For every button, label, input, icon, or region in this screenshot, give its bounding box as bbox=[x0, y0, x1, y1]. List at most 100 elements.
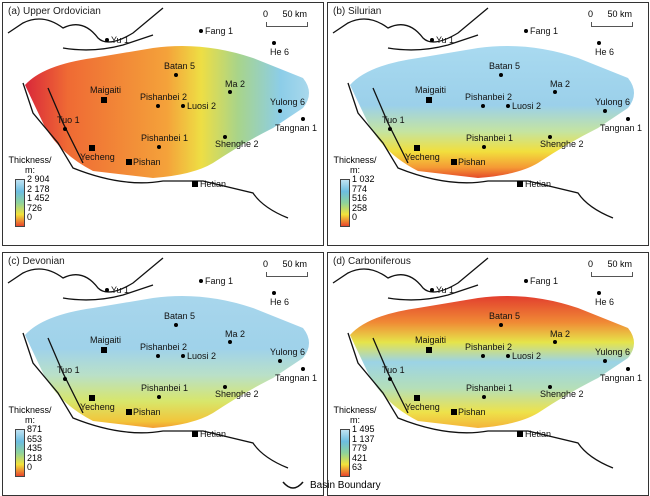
scale-zero: 0 bbox=[588, 9, 594, 19]
city-marker bbox=[126, 159, 132, 165]
well-marker bbox=[301, 117, 305, 121]
scale-zero: 0 bbox=[263, 9, 269, 19]
well-marker bbox=[482, 145, 486, 149]
well-marker bbox=[597, 291, 601, 295]
well-marker bbox=[156, 104, 160, 108]
legend-value: 218 bbox=[27, 452, 43, 463]
city-marker bbox=[426, 97, 432, 103]
thickness-legend: Thickness/ m: 1 495 1 137 779 421 63 bbox=[332, 405, 402, 491]
well-marker bbox=[228, 90, 232, 94]
city-marker bbox=[517, 431, 523, 437]
city-marker bbox=[451, 409, 457, 415]
city-label: Pishan bbox=[133, 407, 161, 417]
well-marker bbox=[156, 354, 160, 358]
well-marker bbox=[524, 279, 528, 283]
scale-bar: 0 50 km bbox=[588, 259, 638, 277]
legend-value: 1 452 bbox=[27, 193, 50, 203]
well-label: Shenghe 2 bbox=[215, 389, 259, 399]
well-label: Batan 5 bbox=[164, 61, 196, 71]
panel-title: (b) Silurian bbox=[333, 6, 382, 17]
panel-title: (c) Devonian bbox=[8, 256, 65, 267]
well-label: Pishanbei 1 bbox=[466, 383, 514, 393]
city-marker bbox=[414, 145, 420, 151]
thickness-surface bbox=[350, 295, 634, 428]
thickness-surface bbox=[350, 45, 634, 179]
well-label: Tangnan 1 bbox=[600, 123, 643, 133]
well-label: Yulong 6 bbox=[595, 347, 631, 357]
well-label: He 6 bbox=[595, 297, 615, 307]
well-marker bbox=[548, 385, 552, 389]
well-label: Pishanbei 2 bbox=[465, 92, 513, 102]
well-marker bbox=[199, 29, 203, 33]
city-marker bbox=[414, 395, 420, 401]
well-marker bbox=[301, 367, 305, 371]
thickness-map bbox=[332, 257, 634, 469]
city-label: Maigaiti bbox=[90, 335, 122, 345]
thickness-surface bbox=[25, 45, 309, 179]
well-label: Shenghe 2 bbox=[540, 389, 584, 399]
city-marker bbox=[426, 347, 432, 353]
scale-label: 50 km bbox=[282, 259, 308, 269]
well-marker bbox=[388, 127, 392, 131]
city-label: Hetian bbox=[200, 179, 227, 189]
city-label: Yecheng bbox=[405, 152, 440, 162]
scale-label: 50 km bbox=[607, 9, 633, 19]
well-marker bbox=[63, 127, 67, 131]
well-marker bbox=[388, 377, 392, 381]
legend-value: 2 904 bbox=[27, 174, 50, 184]
well-marker bbox=[105, 288, 109, 292]
well-label: Fang 1 bbox=[205, 276, 234, 286]
legend-colorbar bbox=[15, 429, 25, 477]
scale-bar: 0 50 km bbox=[263, 9, 313, 27]
well-marker bbox=[553, 340, 557, 344]
well-marker bbox=[499, 323, 503, 327]
well-label: Ma 2 bbox=[225, 329, 246, 339]
well-label: Pishanbei 2 bbox=[140, 92, 188, 102]
thickness-legend: Thickness/ m: 871 653 435 218 0 bbox=[7, 405, 77, 491]
well-marker bbox=[174, 73, 178, 77]
well-label: Tangnan 1 bbox=[275, 373, 318, 383]
scale-bar: 0 50 km bbox=[263, 259, 313, 277]
legend-colorbar bbox=[15, 179, 25, 227]
well-label: Yulong 6 bbox=[595, 97, 631, 107]
well-label: Luosi 2 bbox=[187, 351, 217, 361]
legend-value: 871 bbox=[27, 424, 43, 434]
city-marker bbox=[89, 145, 95, 151]
thickness-legend: Thickness/ m: 1 032 774 516 258 0 bbox=[332, 155, 402, 241]
well-label: Yu 1 bbox=[436, 35, 455, 45]
basin-boundary-legend: Basin Boundary bbox=[282, 480, 381, 491]
well-label: He 6 bbox=[270, 297, 290, 307]
well-label: Yulong 6 bbox=[270, 347, 306, 357]
city-marker bbox=[101, 347, 107, 353]
scale-bar: 0 50 km bbox=[588, 9, 638, 27]
well-label: Pishanbei 2 bbox=[140, 342, 188, 352]
well-label: Tangnan 1 bbox=[600, 373, 643, 383]
well-marker bbox=[430, 38, 434, 42]
well-marker bbox=[174, 323, 178, 327]
city-marker bbox=[126, 409, 132, 415]
legend-value: 516 bbox=[352, 193, 368, 203]
scale-zero: 0 bbox=[588, 259, 594, 269]
well-marker bbox=[181, 104, 185, 108]
legend-value: 653 bbox=[27, 433, 43, 444]
city-label: Yecheng bbox=[405, 402, 440, 412]
well-label: He 6 bbox=[270, 47, 290, 57]
well-marker bbox=[626, 117, 630, 121]
well-marker bbox=[626, 367, 630, 371]
well-label: Yulong 6 bbox=[270, 97, 306, 107]
well-marker bbox=[181, 354, 185, 358]
well-label: Batan 5 bbox=[164, 311, 196, 321]
legend-colorbar bbox=[340, 179, 350, 227]
city-marker bbox=[451, 159, 457, 165]
map-panel-4: (d) Carboniferous 0 50 km Thickness/ m: … bbox=[327, 252, 649, 496]
well-label: Pishanbei 1 bbox=[466, 133, 514, 143]
well-label: Ma 2 bbox=[550, 329, 571, 339]
legend-value: 435 bbox=[27, 443, 43, 453]
legend-value: 1 032 bbox=[352, 174, 375, 184]
well-label: Batan 5 bbox=[489, 311, 521, 321]
well-marker bbox=[228, 340, 232, 344]
well-label: Tuo 1 bbox=[382, 365, 405, 375]
well-marker bbox=[548, 135, 552, 139]
city-marker bbox=[517, 181, 523, 187]
city-label: Maigaiti bbox=[415, 335, 447, 345]
